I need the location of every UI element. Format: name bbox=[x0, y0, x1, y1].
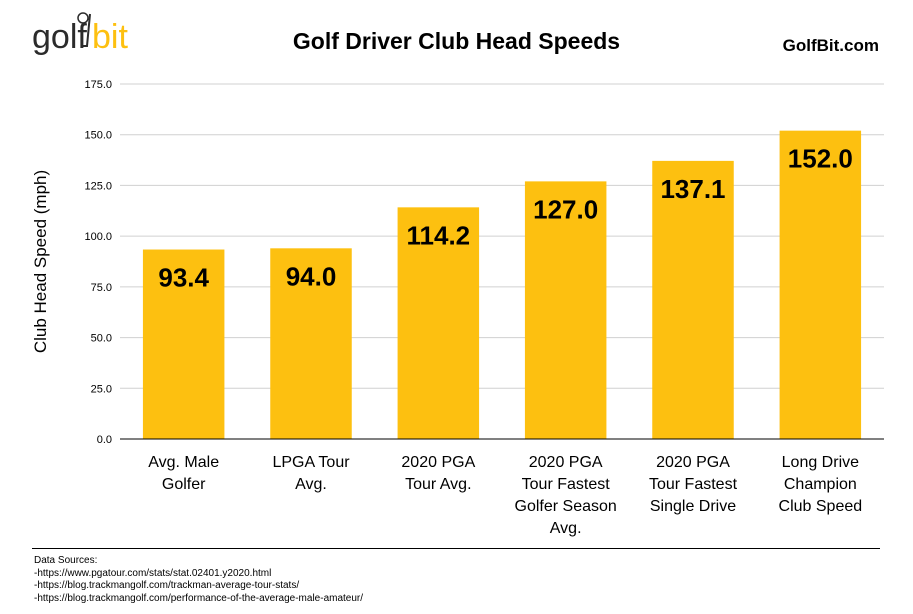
golfbit-logo: golf bit bbox=[32, 12, 128, 56]
x-tick-label: Avg. Male Golfer bbox=[148, 454, 219, 493]
bar bbox=[397, 207, 480, 439]
x-tick-label: 2020 PGA Tour Fastest Golfer Season Avg. bbox=[515, 454, 617, 537]
y-tick-label: 25.0 bbox=[91, 383, 112, 395]
bar bbox=[142, 249, 225, 439]
x-tick-label: LPGA Tour Avg. bbox=[272, 454, 350, 493]
y-tick-label: 125.0 bbox=[84, 180, 112, 192]
bar bbox=[524, 181, 607, 439]
sources-heading: Data Sources: bbox=[34, 555, 98, 566]
data-label: 127.0 bbox=[533, 194, 598, 224]
golf-ball-icon bbox=[77, 12, 89, 24]
data-labels: 93.4 94.0 114.2 127.0 137.1 152.0 bbox=[158, 144, 853, 293]
sources-divider bbox=[32, 548, 880, 549]
bars bbox=[142, 130, 862, 439]
y-tick-label: 100.0 bbox=[84, 231, 112, 243]
data-label: 114.2 bbox=[407, 220, 471, 250]
source-link[interactable]: -https://blog.trackmangolf.com/performan… bbox=[34, 592, 364, 604]
bar bbox=[270, 248, 352, 439]
logo-text-accent: bit bbox=[92, 18, 128, 56]
x-tick-labels: Avg. Male Golfer LPGA Tour Avg. 2020 PGA Tour… bbox=[148, 454, 862, 537]
y-tick-label: 175.0 bbox=[84, 79, 112, 91]
x-tick-label: 2020 PGA Tour Fastest Single Drive bbox=[649, 454, 738, 515]
bar-chart: 0.0 25.0 50.0 75.0 100.0 125.0 150.0 175.0 93.4… bbox=[31, 79, 884, 537]
site-label: GolfBit.com bbox=[782, 36, 879, 55]
logo-text-main: golf bbox=[32, 18, 87, 56]
chart-title: Golf Driver Club Head Speeds bbox=[292, 28, 621, 54]
source-link[interactable]: -https://blog.trackmangolf.com/trackman-… bbox=[34, 580, 300, 591]
data-label: 137.1 bbox=[660, 174, 725, 204]
source-link[interactable]: -https://www.pgatour.com/stats/stat.0240… bbox=[34, 567, 272, 579]
y-axis-label: Club Head Speed (mph) bbox=[31, 170, 50, 353]
data-label: 93.4 bbox=[158, 263, 209, 293]
y-tick-label: 50.0 bbox=[91, 333, 112, 345]
gridlines bbox=[120, 83, 884, 389]
data-sources: Data Sources: -https://www.pgatour.com/s… bbox=[34, 555, 363, 605]
golf-club-icon bbox=[82, 13, 91, 47]
bar bbox=[652, 160, 734, 439]
x-tick-label: Long Drive Champion Club Speed bbox=[779, 454, 863, 515]
bar bbox=[779, 130, 862, 439]
y-tick-label: 75.0 bbox=[91, 282, 112, 294]
y-tick-label: 150.0 bbox=[84, 130, 112, 142]
data-label: 94.0 bbox=[286, 261, 337, 291]
y-tick-label: 0.0 bbox=[97, 434, 112, 446]
data-label: 152.0 bbox=[788, 144, 853, 174]
x-tick-label: 2020 PGA Tour Avg. bbox=[401, 454, 475, 493]
y-tick-labels: 0.0 25.0 50.0 75.0 100.0 125.0 150.0 175.0 bbox=[84, 79, 112, 446]
